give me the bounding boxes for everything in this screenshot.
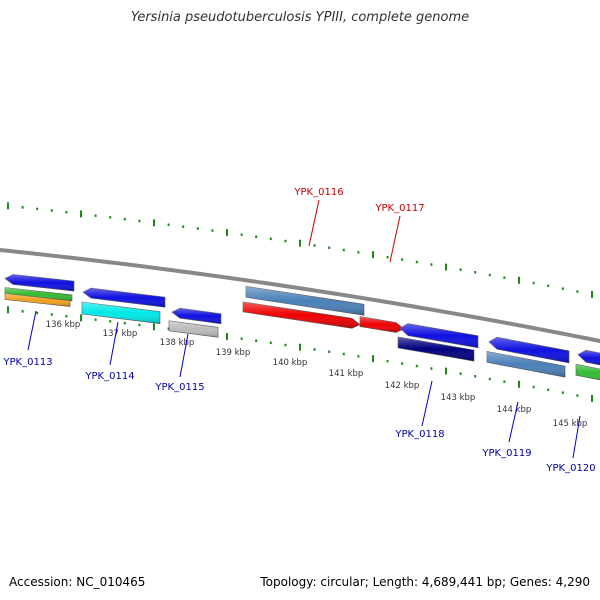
gene-label-ypk_0115: YPK_0115 <box>154 333 205 393</box>
gene-feature-0113-fwd <box>4 274 75 292</box>
tick-label: 140 kbp <box>273 358 308 368</box>
gene-feature-0120-fwd <box>577 349 600 366</box>
gene-label-ypk_0113: YPK_0113 <box>2 310 53 368</box>
gene-label-ypk_0118: YPK_0118 <box>394 380 445 440</box>
gene-label-text: YPK_0113 <box>2 357 52 368</box>
gene-label-text: YPK_0115 <box>154 382 204 393</box>
outer-tick-row <box>7 202 593 298</box>
gene-feature-0117-red <box>359 316 405 333</box>
gene-feature-0113-orange <box>4 293 71 307</box>
gene-label-ypk_0117: YPK_0117 <box>374 203 425 263</box>
gene-feature-0115-fwd <box>171 307 222 325</box>
gene-label-text: YPK_0119 <box>481 448 531 459</box>
gene-label-text: YPK_0117 <box>374 203 424 214</box>
gene-label-ypk_0119: YPK_0119 <box>481 401 532 459</box>
genome-stats: Topology: circular; Length: 4,689,441 bp… <box>260 575 590 589</box>
tick-label: 144 kbp <box>497 405 532 415</box>
gene-label-text: YPK_0114 <box>84 371 134 382</box>
map-title: Yersinia pseudotuberculosis YPIII, compl… <box>130 10 470 25</box>
tick-label: 138 kbp <box>160 338 195 348</box>
gene-feature-0119-steel <box>486 351 566 378</box>
tick-label: 136 kbp <box>46 320 81 330</box>
gene-feature-0113-green <box>4 287 73 302</box>
genome-backbone <box>0 247 600 344</box>
gene-feature-0115-gray <box>168 320 219 338</box>
gene-label-text: YPK_0120 <box>545 463 595 474</box>
tick-layer <box>7 202 593 402</box>
tick-label: 139 kbp <box>216 348 251 358</box>
gene-feature-0119-fwd <box>488 336 570 364</box>
tick-label: 143 kbp <box>441 393 476 403</box>
gene-label-ypk_0116: YPK_0116 <box>293 187 344 247</box>
label-layer: 136 kbp 137 kbp 138 kbp 139 kbp 140 kbp 141 k… <box>2 187 595 474</box>
gene-label-text: YPK_0118 <box>394 429 444 440</box>
tick-label: 137 kbp <box>103 329 138 339</box>
gene-feature-0120-green <box>575 363 600 381</box>
feature-layer <box>4 274 600 381</box>
accession-text: Accession: NC_010465 <box>9 575 146 589</box>
tick-label: 145 kbp <box>553 419 588 429</box>
tick-label: 142 kbp <box>385 381 420 391</box>
inner-tick-row <box>7 306 593 402</box>
gene-feature-0118-navy <box>397 336 475 362</box>
gene-label-text: YPK_0116 <box>293 187 343 198</box>
gene-label-ypk_0114: YPK_0114 <box>84 321 135 382</box>
gene-feature-0114-fwd <box>82 287 166 308</box>
gene-feature-0116-red <box>242 301 361 329</box>
tick-label: 141 kbp <box>329 369 364 379</box>
gene-label-ypk_0120: YPK_0120 <box>545 415 596 474</box>
gene-feature-0114-cyan <box>81 301 161 324</box>
gene-feature-0118-fwd <box>399 323 479 349</box>
gene-feature-0116-steel <box>245 285 365 316</box>
